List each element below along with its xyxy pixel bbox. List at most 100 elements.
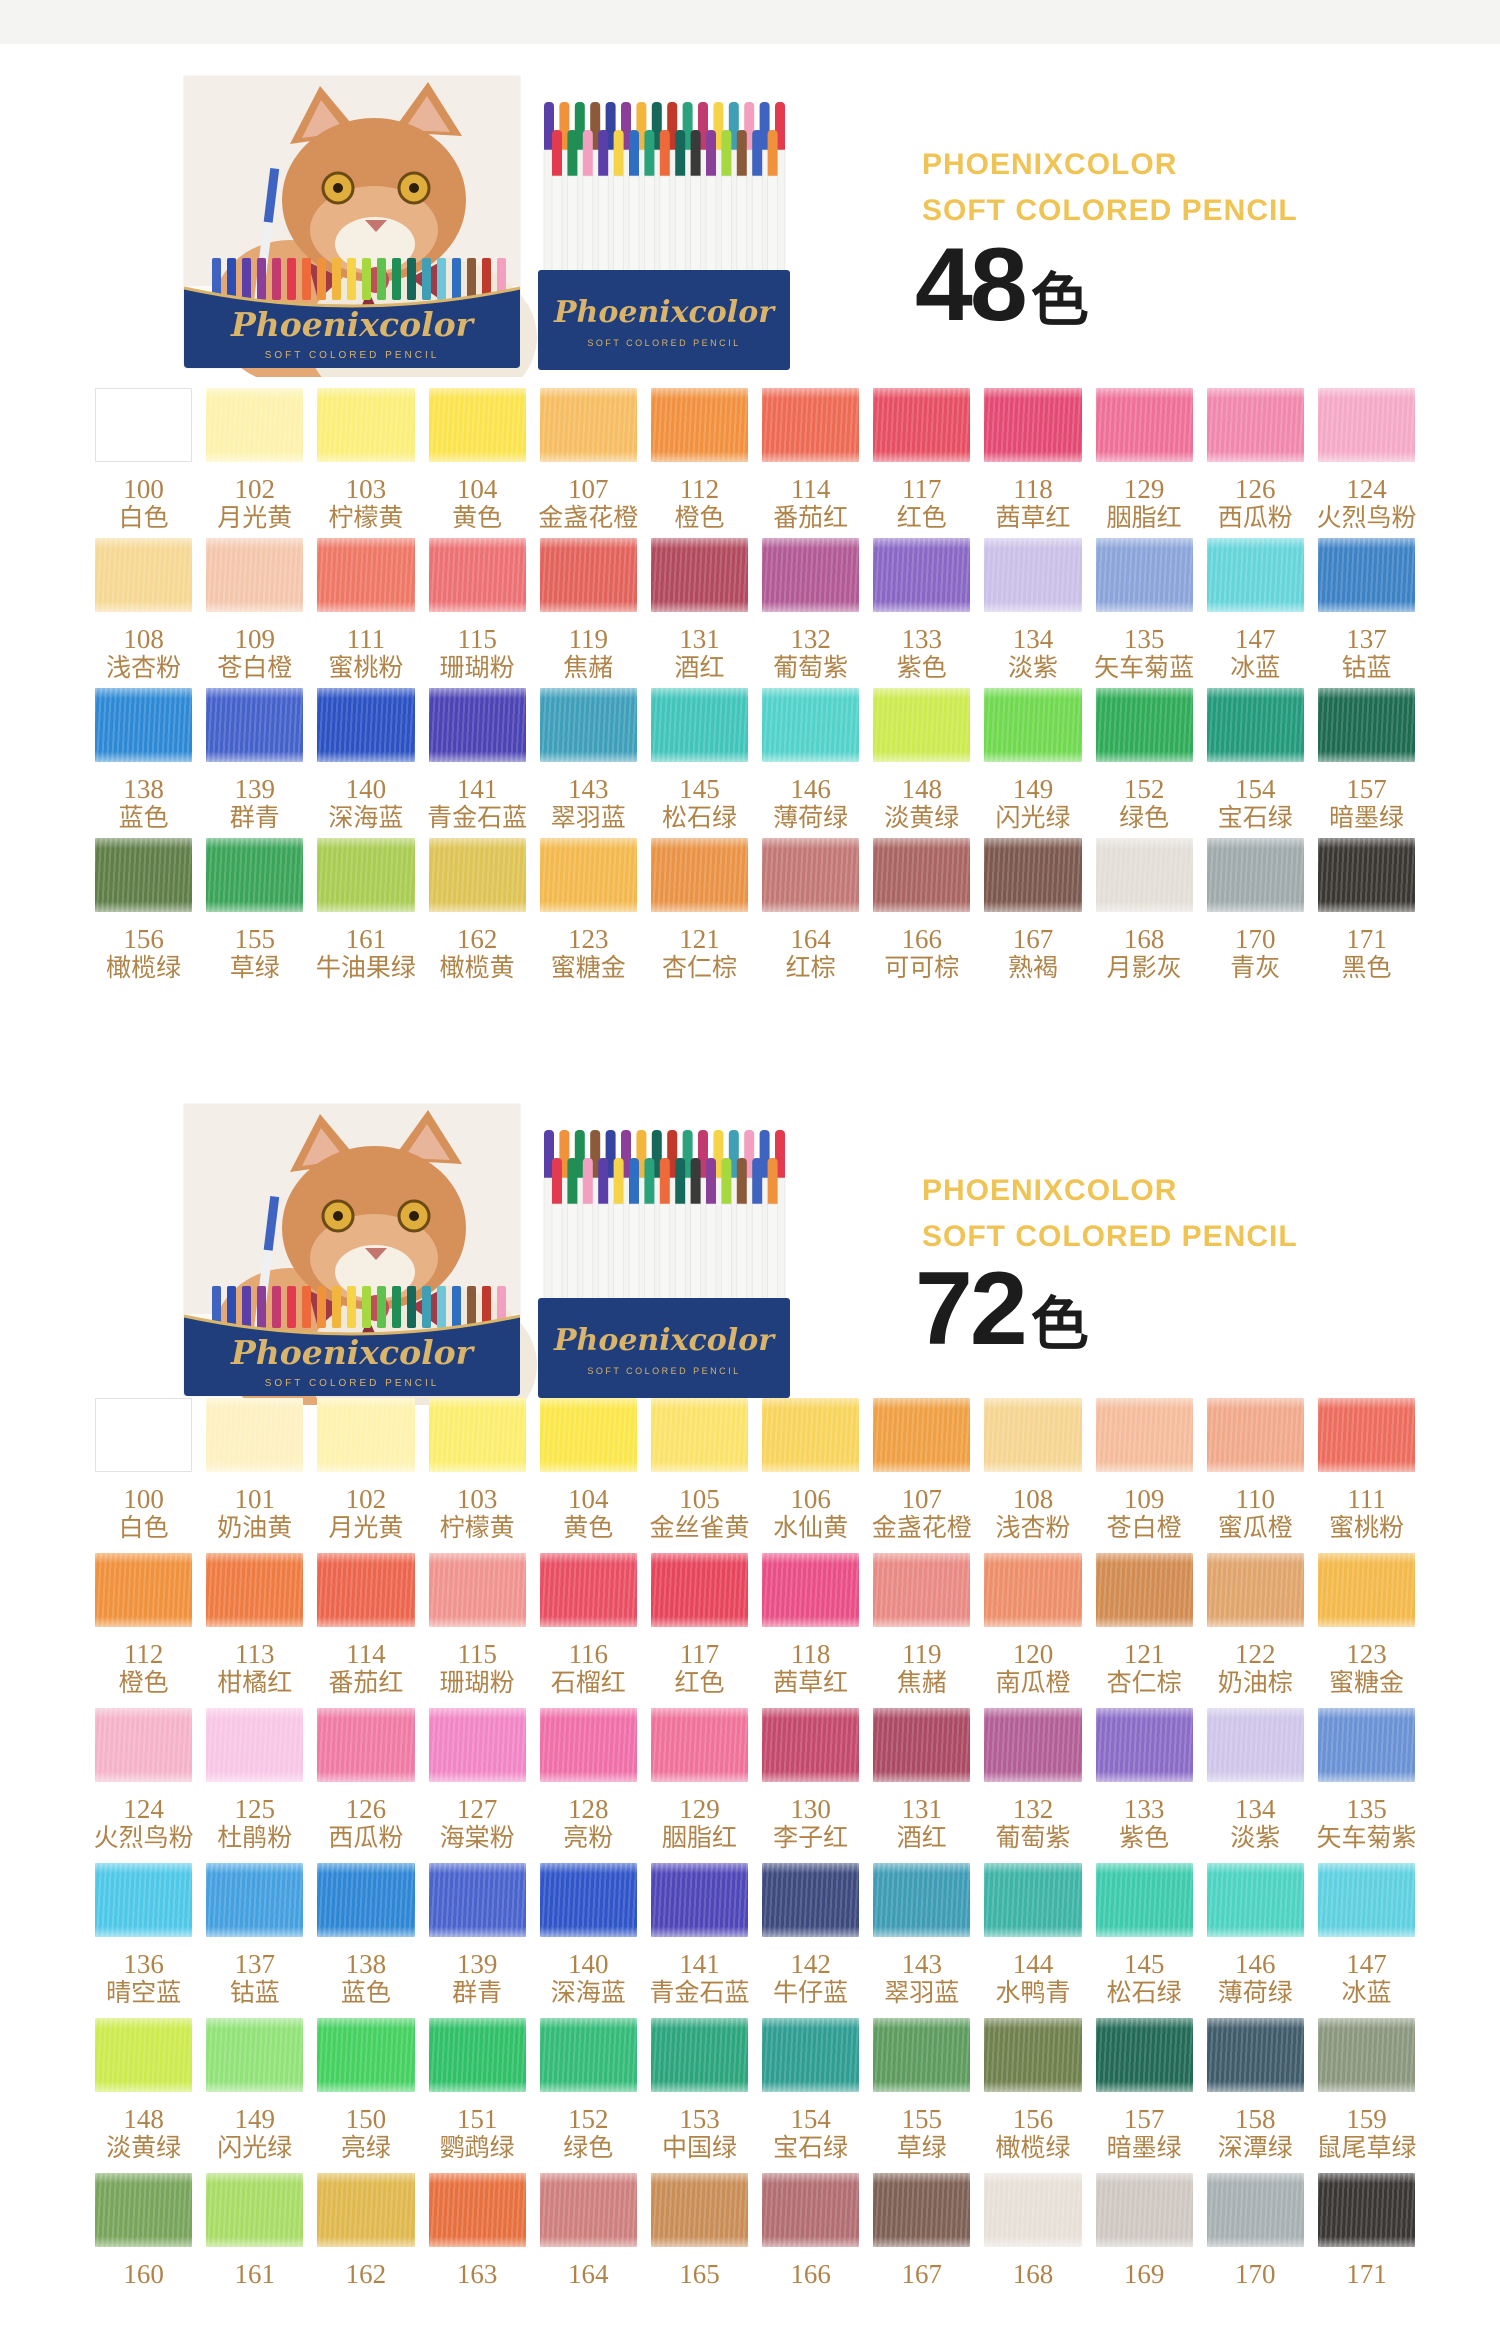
color-swatch — [1317, 2173, 1416, 2247]
color-swatch — [1095, 2173, 1193, 2247]
color-swatch — [762, 1863, 860, 1937]
swatch-cell: 154 宝石绿 — [762, 2018, 860, 2162]
color-count-suffix: 色 — [1030, 1292, 1089, 1357]
swatch-cell: 111 蜜桃粉 — [317, 538, 415, 682]
lid-subtitle: SOFT COLORED PENCIL — [265, 1378, 440, 1389]
swatch-cell: 110 蜜瓜橙 — [1206, 1398, 1304, 1542]
blue-pencil — [249, 1196, 280, 1368]
swatch-name: 胭脂红 — [661, 1825, 737, 1852]
color-swatch — [539, 688, 637, 762]
color-swatch — [428, 1863, 526, 1937]
swatch-row: 124 火烈鸟粉 125 杜鹃粉 126 西瓜粉 127 海棠粉 128 亮粉 129 胭脂红 130 李… — [94, 1708, 1416, 1863]
swatch-number: 146 — [1235, 1949, 1276, 1979]
color-swatch — [984, 688, 1082, 762]
swatch-cell: 162 橄榄黄 — [428, 838, 526, 982]
color-count-number: 48 — [915, 227, 1028, 343]
color-swatch — [206, 1708, 304, 1782]
swatch-cell: 170 青灰 — [1206, 838, 1304, 982]
lid-navy-band — [184, 288, 520, 368]
swatch-name: 深海蓝 — [550, 1980, 626, 2007]
color-swatch — [317, 1708, 415, 1782]
color-swatch — [1206, 1398, 1304, 1472]
color-swatch — [873, 2173, 971, 2247]
swatch-name: 杜鹃粉 — [217, 1825, 293, 1852]
swatch-name: 珊瑚粉 — [439, 655, 515, 682]
swatch-cell: 115 珊瑚粉 — [428, 538, 526, 682]
swatch-number: 170 — [1235, 924, 1276, 954]
swatch-name: 蜜糖金 — [550, 955, 626, 982]
swatch-cell: 158 深潭绿 — [1206, 2018, 1304, 2162]
swatch-number: 126 — [345, 1794, 387, 1824]
swatch-number: 150 — [345, 2104, 387, 2134]
swatch-name: 南瓜橙 — [995, 1670, 1071, 1697]
swatch-cell: 152 绿色 — [1095, 688, 1193, 832]
color-swatch — [1095, 1863, 1193, 1937]
swatch-name: 矢车菊蓝 — [1094, 655, 1195, 682]
swatch-cell: 118 茜草红 — [984, 388, 1082, 532]
pencil-box-front — [538, 1298, 790, 1398]
swatch-name: 草绿 — [229, 955, 280, 982]
color-swatch — [650, 1863, 749, 1937]
color-count-72: 72 色 — [915, 1250, 1089, 1369]
swatch-name: 柠檬黄 — [439, 1515, 515, 1542]
swatch-number: 133 — [1123, 1794, 1165, 1824]
swatch-name: 红棕 — [785, 955, 836, 982]
swatch-name: 蜜糖金 — [1328, 1670, 1404, 1697]
color-swatch — [873, 838, 971, 912]
color-swatch — [762, 2018, 860, 2092]
swatch-name: 紫色 — [1119, 1825, 1170, 1852]
swatch-row: 136 晴空蓝 137 钴蓝 138 蓝色 139 群青 140 深海蓝 141 青金石蓝 142 牛仔蓝… — [95, 1863, 1416, 2018]
swatch-number: 119 — [902, 1639, 942, 1669]
swatch-number: 116 — [568, 1639, 609, 1669]
color-swatch — [1317, 538, 1416, 612]
swatch-cell: 143 翠羽蓝 — [873, 1863, 971, 2007]
color-swatch — [1317, 2018, 1416, 2092]
color-swatch — [1317, 1398, 1416, 1472]
swatch-number: 133 — [901, 624, 943, 654]
color-swatch — [95, 388, 193, 462]
swatch-cell: 126 西瓜粉 — [317, 1708, 415, 1852]
swatch-number: 105 — [679, 1484, 720, 1514]
swatch-cell: 139 群青 — [206, 688, 304, 832]
swatch-number: 121 — [679, 924, 720, 954]
swatch-row: 160 161 162 163 164 165 166 167 168 169 170 171 — [95, 2173, 1416, 2328]
swatch-cell: 132 葡萄紫 — [984, 1708, 1082, 1852]
color-swatch — [95, 1398, 193, 1472]
swatch-name: 焦赭 — [896, 1670, 947, 1697]
swatch-name: 杏仁棕 — [1106, 1670, 1182, 1697]
swatch-cell: 147 冰蓝 — [1317, 1863, 1416, 2007]
swatch-number: 138 — [123, 774, 164, 804]
color-swatch — [539, 1553, 637, 1627]
swatch-name: 柠檬黄 — [328, 505, 404, 532]
swatch-name: 奶油棕 — [1217, 1670, 1293, 1697]
swatch-name: 李子红 — [773, 1825, 849, 1852]
swatch-number: 137 — [1346, 624, 1387, 654]
swatch-cell: 107 金盏花橙 — [872, 1398, 972, 1542]
swatch-cell: 154 宝石绿 — [1206, 688, 1304, 832]
box-brand-script: Phoenixcolor — [553, 1323, 776, 1358]
box-brand-script: Phoenixcolor — [553, 295, 776, 330]
swatch-name: 蜜桃粉 — [328, 655, 404, 682]
color-count-suffix: 色 — [1030, 268, 1089, 333]
swatch-name: 鼠尾草绿 — [1316, 2135, 1417, 2162]
lid-brand-script: Phoenixcolor — [230, 305, 476, 344]
swatch-number: 152 — [568, 2104, 609, 2134]
swatch-cell: 113 柑橘红 — [206, 1553, 304, 1697]
swatch-name: 可可棕 — [884, 955, 960, 982]
swatch-name: 群青 — [229, 805, 280, 832]
swatch-cell: 121 杏仁棕 — [1095, 1553, 1193, 1697]
swatch-name: 紫色 — [896, 655, 947, 682]
swatch-number: 114 — [346, 1639, 386, 1669]
swatch-number: 106 — [790, 1484, 831, 1514]
swatch-name: 番茄红 — [773, 505, 849, 532]
swatch-number: 159 — [1346, 2104, 1387, 2134]
swatch-cell: 117 红色 — [650, 1553, 749, 1697]
color-swatch — [873, 538, 971, 612]
swatch-number: 155 — [901, 2104, 943, 2134]
swatch-number: 111 — [346, 624, 386, 654]
swatch-name: 橄榄黄 — [439, 955, 515, 982]
swatch-number: 137 — [234, 1949, 276, 1979]
swatch-cell: 121 杏仁棕 — [650, 838, 749, 982]
swatch-cell: 156 橄榄绿 — [95, 838, 193, 982]
swatch-number: 156 — [1012, 2104, 1054, 2134]
